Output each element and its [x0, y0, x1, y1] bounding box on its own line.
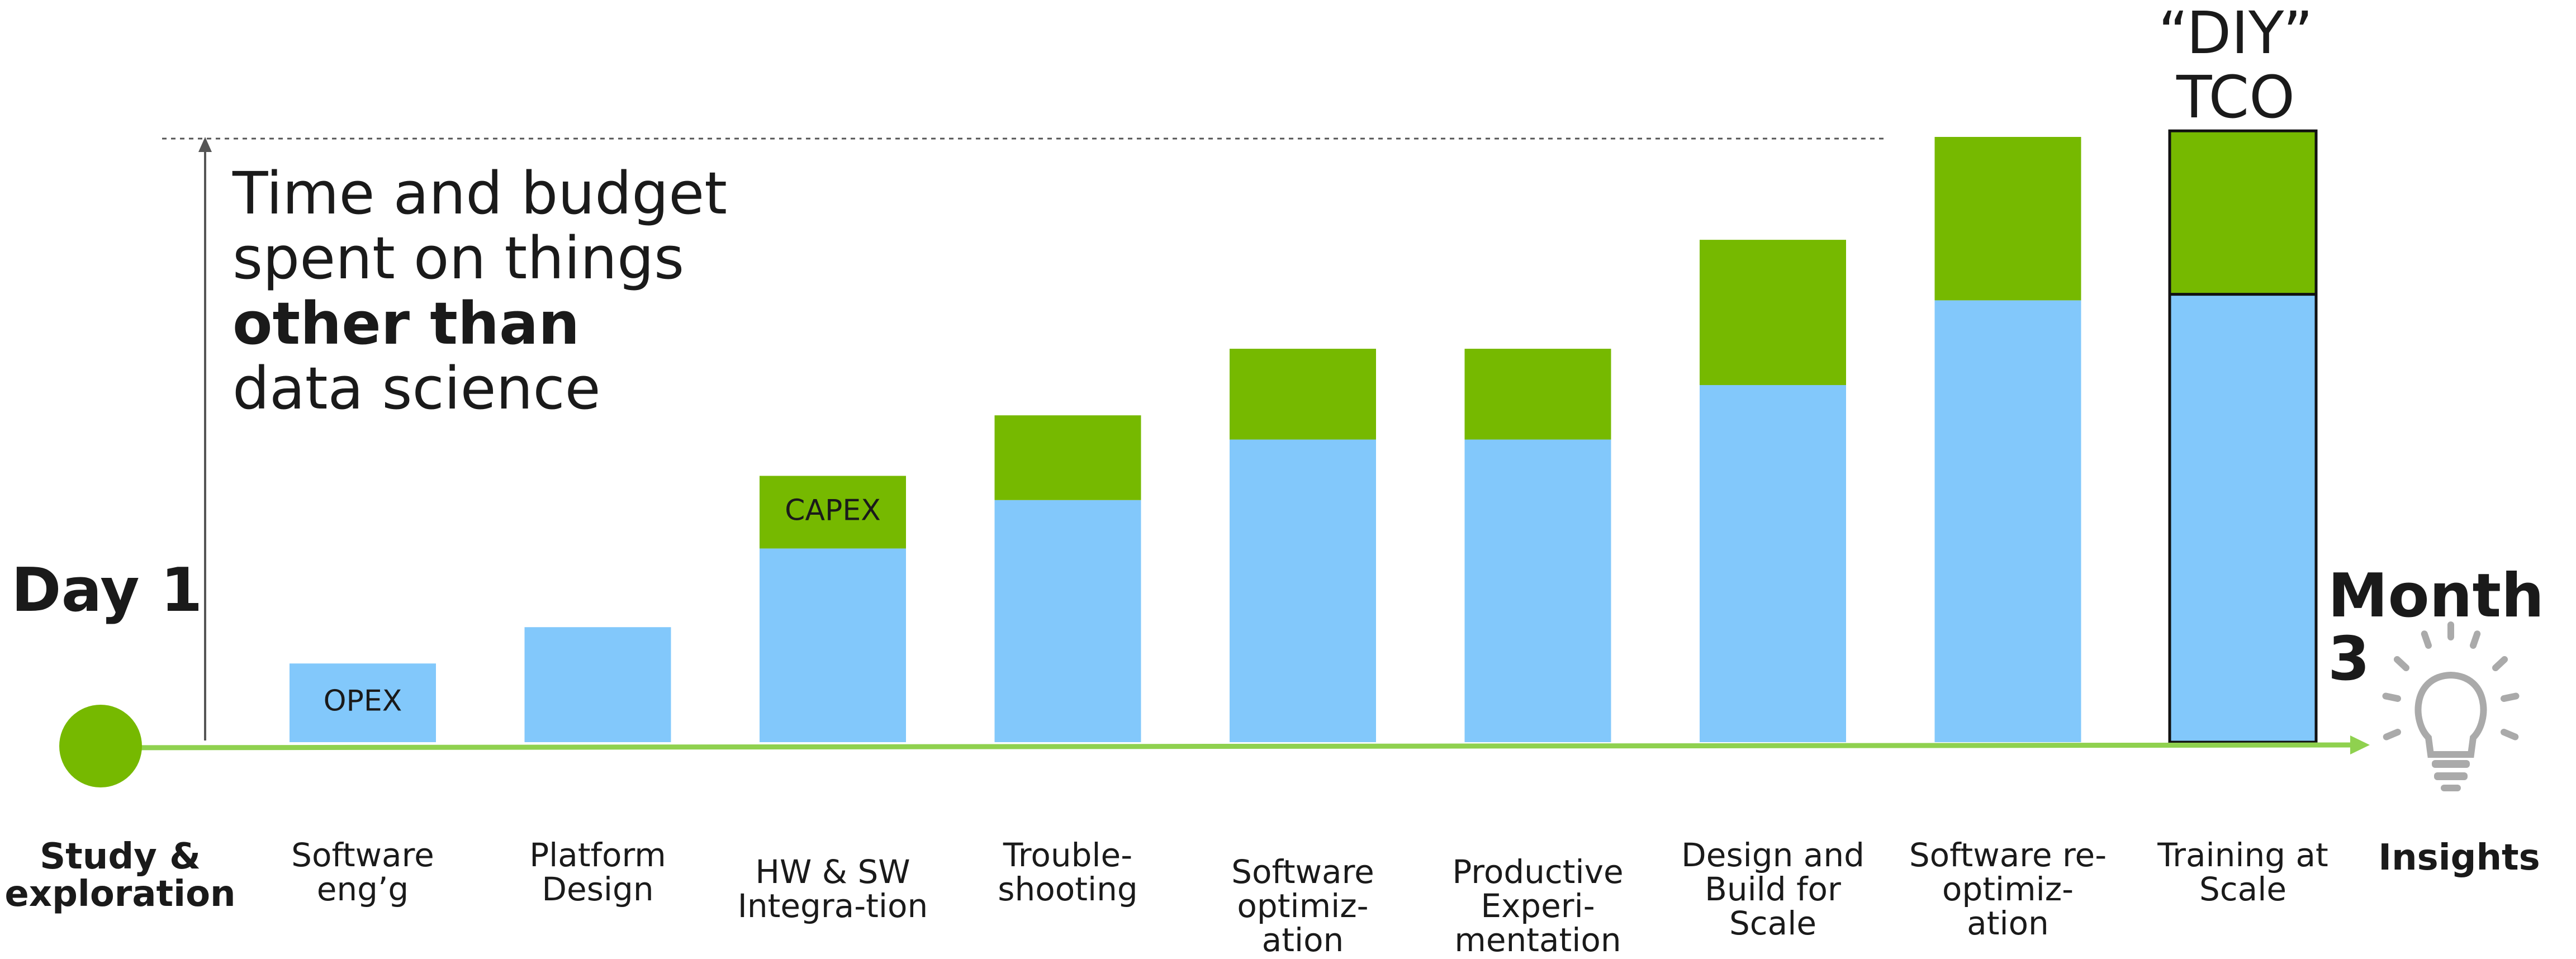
bulb-base-2	[2434, 772, 2468, 780]
data-label-capex: CAPEX	[785, 493, 881, 527]
headline-line-1: Time and budget	[233, 161, 727, 226]
bulb-ray-1	[2385, 696, 2398, 699]
end-label: Month 3	[2328, 564, 2576, 691]
bar-opex-6	[1465, 440, 1611, 743]
headline-line-2: spent on things	[233, 226, 727, 291]
diy-title-line-1: “DIY”	[2115, 3, 2356, 64]
bulb-base-1	[2432, 760, 2470, 768]
x-tick-label-2: Platform Design	[492, 838, 704, 906]
bulb-tip	[2441, 785, 2461, 791]
bar-opex-4	[995, 500, 1141, 742]
bar-opex-5	[1230, 440, 1376, 743]
timeline-line	[101, 745, 2356, 748]
x-tick-label-7: Design and Build for Scale	[1667, 838, 1879, 941]
timeline-arrowhead	[2350, 735, 2370, 754]
headline-line-4: data science	[233, 356, 727, 421]
diy-title-line-2: TCO	[2115, 67, 2356, 128]
data-label-opex: OPEX	[324, 685, 402, 718]
start-caption: Study & exploration	[3, 838, 238, 913]
x-tick-label-3: HW & SW Integra-tion	[727, 855, 939, 923]
bar-capex-8	[1935, 137, 2081, 300]
bar-capex-5	[1230, 349, 1376, 439]
bar-capex-9	[2170, 131, 2316, 294]
start-dot-icon	[59, 705, 142, 787]
end-caption: Insights	[2367, 839, 2551, 877]
x-tick-label-9: Training at Scale	[2137, 838, 2349, 906]
x-tick-label-1: Software eng’g	[257, 838, 469, 906]
headline-line-3: other than	[233, 291, 727, 356]
bulb-ray-2	[2504, 696, 2516, 699]
bar-capex-4	[995, 415, 1141, 500]
bar-capex-6	[1465, 349, 1611, 439]
headline: Time and budget spent on things other th…	[233, 161, 727, 421]
bulb-ray-8	[2387, 732, 2398, 737]
x-tick-label-5: Software optimiz-ation	[1197, 855, 1409, 957]
bulb-ray-9	[2504, 732, 2515, 737]
bar-capex-7	[1700, 240, 1846, 385]
bar-opex-8	[1935, 300, 2081, 742]
bar-opex-2	[525, 627, 671, 742]
x-tick-label-6: Productive Experi-mentation	[1432, 855, 1644, 957]
bar-opex-3	[760, 548, 906, 742]
start-label: Day 1	[11, 559, 202, 622]
bar-opex-7	[1700, 385, 1846, 742]
bar-opex-9	[2170, 295, 2316, 742]
x-tick-label-8: Software re- optimiz-ation	[1902, 838, 2114, 941]
x-tick-label-4: Trouble-shooting	[962, 838, 1174, 906]
